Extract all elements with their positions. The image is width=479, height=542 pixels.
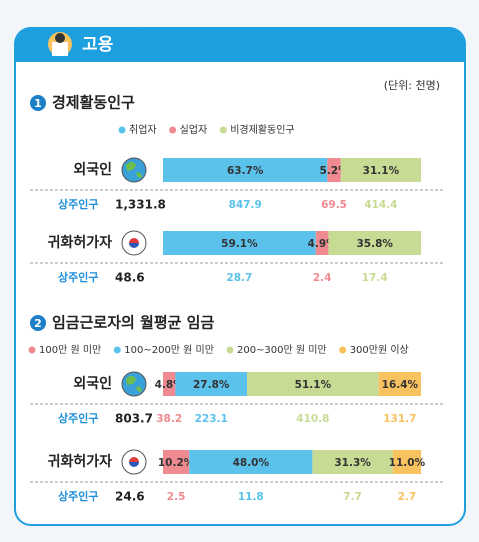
count-label: 7.7 [343,491,362,503]
flag-red [129,457,139,462]
legend-dot [113,346,121,354]
section-marker-number: 1 [34,97,42,110]
total-label: 상주인구 [58,197,98,211]
bar-value-label: 51.1% [295,379,332,391]
section-marker [30,95,46,111]
bar-segment [315,231,329,255]
count-label: 11.8 [238,491,264,503]
category-label: 외국인 [73,375,112,392]
total-value: 803.7 [115,412,153,426]
category-label: 귀화허가자 [48,234,113,251]
legend-dot [28,346,36,354]
bar-value-label: 10.2% [158,457,195,469]
legend-dot [169,126,177,134]
globe-land [126,162,142,178]
legend-label: 실업자 [180,123,208,136]
legend-dot [219,126,227,134]
bar-value-label: 48.0% [233,457,270,469]
count-label: 17.4 [362,272,388,284]
bar-segment [340,158,421,182]
bar-segment [392,450,421,474]
total-label: 상주인구 [58,411,98,425]
bar-segment [189,450,313,474]
flag-blue [129,243,139,248]
section-marker-number: 2 [34,317,42,330]
globe-icon [121,371,147,397]
header-title: 고용 [82,35,114,55]
legend-label: 취업자 [129,123,157,136]
bar-value-label: 59.1% [221,238,258,250]
flag-blue [129,462,139,467]
unit-label: (단위: 천명) [384,78,440,92]
count-label: 847.9 [229,199,262,211]
legend-dot [339,346,347,354]
legend-label: 300만원 이상 [350,344,409,356]
count-label: 223.1 [195,413,228,425]
legend-label: 비경제활동인구 [230,123,294,136]
bar-segment [312,450,393,474]
count-label: 2.4 [313,272,332,284]
section-title: 임금근로자의 월평균 임금 [52,314,214,332]
bar-segment [163,231,316,255]
legend-label: 200~300만 원 미만 [237,344,327,356]
bar-segment [163,372,176,396]
category-label: 귀화허가자 [48,453,113,470]
globe-land [126,376,142,392]
count-label: 131.7 [383,413,416,425]
total-label: 상주인구 [58,270,98,284]
total-value: 48.6 [115,271,145,285]
bar-segment [163,450,190,474]
count-label: 69.5 [321,199,347,211]
bar-segment [163,158,328,182]
bar-value-label: 11.0% [389,457,426,469]
globe-icon [121,157,147,183]
count-label: 414.4 [364,199,397,211]
count-label: 38.2 [156,413,182,425]
bar-value-label: 27.8% [193,379,230,391]
legend-label: 100만 원 미만 [39,344,101,356]
bar-segment [175,372,248,396]
section-title: 경제활동인구 [52,94,135,112]
bar-segment [328,231,421,255]
legend-label: 100~200만 원 미만 [124,344,214,356]
count-label: 28.7 [226,272,252,284]
count-label: 2.5 [167,491,186,503]
bar-value-label: 31.1% [363,165,400,177]
category-label: 외국인 [73,161,112,178]
bar-value-label: 35.8% [357,238,394,250]
bar-value-label: 16.4% [382,379,419,391]
bar-segment [327,158,341,182]
count-label: 410.8 [296,413,329,425]
legend-dot [226,346,234,354]
total-value: 1,331.8 [115,198,166,212]
section-marker [30,315,46,331]
bar-segment [247,372,379,396]
bar-value-label: 31.3% [334,457,371,469]
legend-dot [118,126,126,134]
bar-value-label: 63.7% [227,165,264,177]
header-icon [48,32,72,56]
bar-segment [378,372,421,396]
total-value: 24.6 [115,490,145,504]
total-label: 상주인구 [58,489,98,503]
count-label: 2.7 [398,491,417,503]
flag-red [129,238,139,243]
